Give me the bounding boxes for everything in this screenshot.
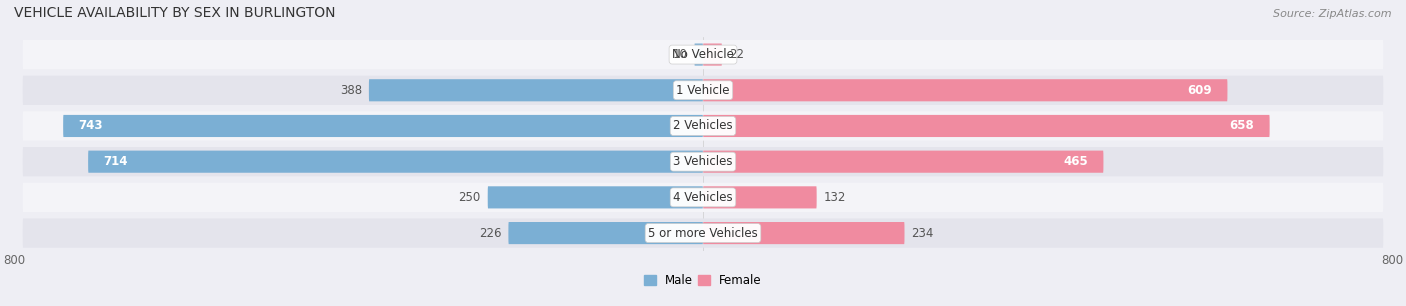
- Text: VEHICLE AVAILABILITY BY SEX IN BURLINGTON: VEHICLE AVAILABILITY BY SEX IN BURLINGTO…: [14, 6, 336, 20]
- FancyBboxPatch shape: [22, 218, 1384, 248]
- FancyBboxPatch shape: [703, 115, 1270, 137]
- FancyBboxPatch shape: [89, 151, 703, 173]
- FancyBboxPatch shape: [22, 40, 1384, 69]
- Text: 714: 714: [104, 155, 128, 168]
- Text: 234: 234: [911, 226, 934, 240]
- Text: 250: 250: [458, 191, 481, 204]
- FancyBboxPatch shape: [22, 147, 1384, 176]
- FancyBboxPatch shape: [63, 115, 703, 137]
- Text: 5 or more Vehicles: 5 or more Vehicles: [648, 226, 758, 240]
- Text: 465: 465: [1063, 155, 1088, 168]
- FancyBboxPatch shape: [22, 76, 1384, 105]
- Text: 132: 132: [824, 191, 846, 204]
- Text: 226: 226: [479, 226, 502, 240]
- FancyBboxPatch shape: [488, 186, 703, 208]
- FancyBboxPatch shape: [22, 183, 1384, 212]
- Text: 658: 658: [1229, 119, 1254, 132]
- Text: 22: 22: [728, 48, 744, 61]
- FancyBboxPatch shape: [703, 151, 1104, 173]
- Legend: Male, Female: Male, Female: [640, 270, 766, 292]
- FancyBboxPatch shape: [695, 43, 703, 65]
- FancyBboxPatch shape: [368, 79, 703, 101]
- Text: 10: 10: [672, 48, 688, 61]
- FancyBboxPatch shape: [703, 43, 721, 65]
- Text: 3 Vehicles: 3 Vehicles: [673, 155, 733, 168]
- FancyBboxPatch shape: [703, 79, 1227, 101]
- Text: 2 Vehicles: 2 Vehicles: [673, 119, 733, 132]
- Text: 4 Vehicles: 4 Vehicles: [673, 191, 733, 204]
- FancyBboxPatch shape: [22, 111, 1384, 140]
- Text: Source: ZipAtlas.com: Source: ZipAtlas.com: [1274, 9, 1392, 19]
- Text: 743: 743: [79, 119, 103, 132]
- FancyBboxPatch shape: [509, 222, 703, 244]
- FancyBboxPatch shape: [703, 186, 817, 208]
- Text: 388: 388: [340, 84, 361, 97]
- Text: No Vehicle: No Vehicle: [672, 48, 734, 61]
- Text: 1 Vehicle: 1 Vehicle: [676, 84, 730, 97]
- FancyBboxPatch shape: [703, 222, 904, 244]
- Text: 609: 609: [1187, 84, 1212, 97]
